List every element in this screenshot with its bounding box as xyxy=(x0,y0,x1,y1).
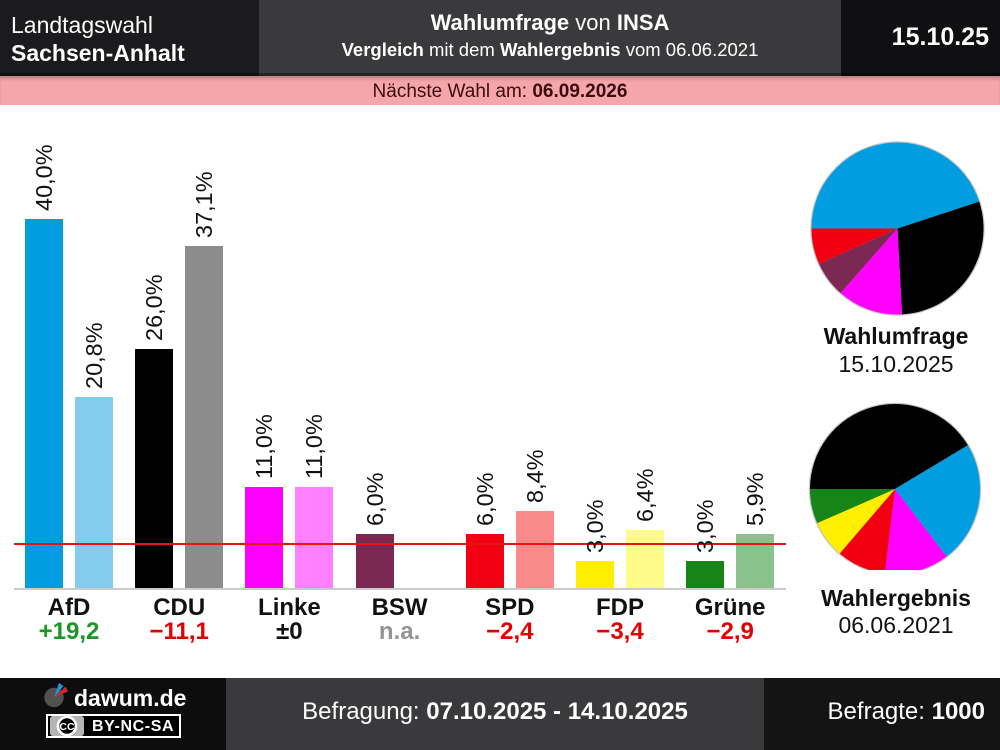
svg-text:CC: CC xyxy=(59,721,75,733)
